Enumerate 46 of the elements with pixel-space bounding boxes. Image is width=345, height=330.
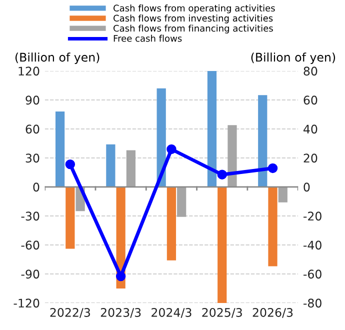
- x-tick-label: 2025/3: [202, 308, 242, 318]
- y-tick-label: -90: [21, 270, 40, 279]
- x-tick-label: 2023/3: [100, 308, 141, 318]
- bar: [177, 186, 186, 217]
- legend-label: Cash flows from investing activities: [114, 14, 273, 24]
- y2-tick-label: -20: [304, 212, 322, 221]
- bar: [258, 95, 268, 187]
- point: [217, 170, 227, 180]
- bar: [126, 150, 136, 187]
- point: [166, 144, 176, 154]
- point: [65, 159, 76, 170]
- y-tick-label: 30: [26, 154, 40, 163]
- y2-tick-label: 60: [304, 96, 318, 105]
- bar: [207, 70, 217, 187]
- y2-tick-label: 40: [304, 124, 318, 134]
- bar: [218, 186, 227, 303]
- bar: [66, 186, 75, 249]
- y-tick-label: 90: [26, 96, 40, 105]
- y2-tick-label: 20: [304, 154, 318, 163]
- legend-label: Cash flows from operating activities: [114, 4, 275, 14]
- bar: [278, 186, 288, 202]
- y-tick-label: -30: [21, 212, 40, 221]
- legend-label: Cash flows from financing activities: [114, 24, 273, 34]
- y-tick-label: 120: [18, 66, 40, 76]
- point: [116, 271, 126, 282]
- y2-tick-label: 80: [304, 66, 318, 76]
- bar: [106, 144, 116, 187]
- x-tick-label: 2024/3: [152, 308, 192, 318]
- bar: [268, 186, 278, 266]
- y2-axis-title: (Billion of yen): [251, 52, 336, 64]
- y2-tick-label: -40: [304, 240, 322, 250]
- y2-tick-label: 0: [304, 182, 310, 192]
- y-tick-label: 60: [26, 124, 40, 134]
- y-tick-label: 0: [33, 182, 40, 192]
- y-axis-title: (Billion of yen): [15, 52, 100, 64]
- x-tick-label: 2026/3: [252, 308, 293, 318]
- y-tick-label: -120: [14, 298, 40, 308]
- bar: [166, 186, 176, 260]
- y-tick-label: -60: [21, 240, 40, 250]
- bar: [228, 125, 237, 187]
- x-tick-label: 2022/3: [50, 308, 90, 318]
- point: [268, 163, 278, 174]
- y2-tick-label: -80: [304, 298, 322, 308]
- legend-label: Free cash flows: [114, 34, 182, 42]
- y2-tick-label: -60: [304, 270, 322, 279]
- bar: [55, 112, 65, 187]
